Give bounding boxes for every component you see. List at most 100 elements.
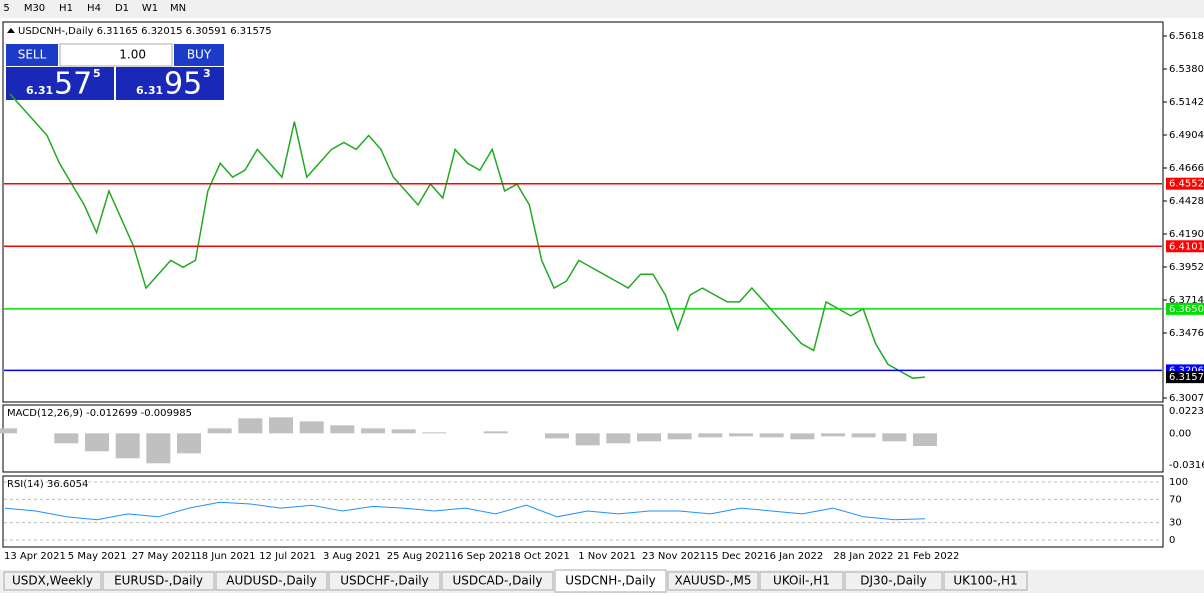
macd-tick-label: -0.03169 bbox=[1169, 460, 1204, 471]
date-label: 27 May 2021 bbox=[132, 551, 197, 562]
tab-label: UKOil-,H1 bbox=[773, 574, 830, 588]
tab-label: AUDUSD-,Daily bbox=[226, 574, 316, 588]
tab-label: USDCNH-,Daily bbox=[565, 574, 656, 588]
macd-bar bbox=[0, 428, 17, 434]
timeframe-button[interactable]: H1 bbox=[59, 3, 73, 14]
lot-input[interactable] bbox=[59, 43, 173, 67]
macd-label: MACD(12,26,9) -0.012699 -0.009985 bbox=[7, 408, 192, 419]
sell-label: SELL bbox=[18, 48, 47, 62]
tab[interactable] bbox=[844, 571, 943, 591]
level-tag bbox=[1166, 240, 1204, 253]
rsi-tick-label: 0 bbox=[1169, 535, 1175, 546]
ask-big: 6.31 bbox=[136, 84, 163, 97]
price-tick-label: 6.53800 bbox=[1169, 64, 1204, 75]
date-label: 23 Nov 2021 bbox=[642, 551, 706, 562]
macd-frame bbox=[2, 404, 1164, 473]
macd-bar bbox=[422, 432, 447, 434]
rsi-tick-label: 100 bbox=[1169, 477, 1188, 488]
rsi-line bbox=[4, 501, 926, 521]
tab-label: USDX,Weekly bbox=[12, 574, 93, 588]
tab[interactable] bbox=[102, 571, 215, 591]
tab-label: UK100-,H1 bbox=[953, 574, 1017, 588]
ask-pips: 95 bbox=[164, 67, 202, 102]
date-label: 3 Aug 2021 bbox=[323, 551, 381, 562]
timeframe-button[interactable]: W1 bbox=[142, 3, 158, 14]
current-tag bbox=[1166, 371, 1204, 384]
level-tag bbox=[1166, 177, 1204, 190]
buy-button[interactable] bbox=[174, 44, 224, 66]
date-label: 18 Jun 2021 bbox=[195, 551, 255, 562]
price-tick-label: 6.49040 bbox=[1169, 130, 1204, 141]
tab[interactable] bbox=[441, 571, 554, 591]
timeframe-button[interactable]: H4 bbox=[87, 3, 101, 14]
sell-button[interactable] bbox=[6, 44, 58, 66]
macd-tick-label: 0.02236 bbox=[1169, 406, 1204, 417]
macd-bar bbox=[821, 433, 845, 437]
rsi-tick-label: 30 bbox=[1169, 518, 1182, 529]
price-tick-label: 6.44280 bbox=[1169, 196, 1204, 207]
macd-bar bbox=[913, 433, 937, 447]
macd-bar bbox=[146, 433, 171, 464]
tab[interactable] bbox=[215, 571, 328, 591]
price-tick-label: 6.30070 bbox=[1169, 393, 1204, 404]
macd-bar bbox=[698, 433, 723, 438]
tab[interactable] bbox=[943, 571, 1028, 591]
macd-bar bbox=[851, 433, 876, 438]
macd-bar bbox=[667, 433, 692, 440]
buy-label: BUY bbox=[187, 48, 212, 62]
date-label: 12 Jul 2021 bbox=[259, 551, 316, 562]
date-label: 25 Aug 2021 bbox=[387, 551, 451, 562]
timeframe-button[interactable]: 5 bbox=[3, 3, 9, 14]
price-tick-label: 6.46660 bbox=[1169, 163, 1204, 174]
tab[interactable] bbox=[328, 571, 441, 591]
macd-bar bbox=[361, 428, 385, 434]
date-label: 5 May 2021 bbox=[68, 551, 127, 562]
date-label: 15 Dec 2021 bbox=[706, 551, 770, 562]
rsi-tick-label: 70 bbox=[1169, 494, 1182, 505]
lot-value: 1.00 bbox=[119, 48, 146, 62]
timeframe-button[interactable]: D1 bbox=[115, 3, 129, 14]
price-tick-label: 6.39520 bbox=[1169, 262, 1204, 273]
tab[interactable] bbox=[554, 569, 667, 593]
macd-bar bbox=[606, 433, 631, 444]
date-label: 6 Jan 2022 bbox=[770, 551, 824, 562]
collapse-icon bbox=[7, 28, 15, 33]
macd-bar bbox=[637, 433, 661, 442]
macd-bar bbox=[545, 433, 569, 439]
tab[interactable] bbox=[759, 571, 844, 591]
tab-label: DJ30-,Daily bbox=[860, 574, 927, 588]
bid-box[interactable] bbox=[6, 67, 114, 100]
macd-bar bbox=[85, 433, 109, 452]
timeframe-button[interactable]: M30 bbox=[24, 3, 45, 14]
chart-title: USDCNH-,Daily 6.31165 6.32015 6.30591 6.… bbox=[18, 26, 272, 37]
tab[interactable] bbox=[667, 571, 759, 591]
current-label: 6.31575 bbox=[1169, 372, 1204, 383]
macd-bar bbox=[790, 433, 815, 440]
tab-label: XAUUSD-,M5 bbox=[675, 574, 752, 588]
rsi-frame bbox=[2, 475, 1164, 548]
macd-bar bbox=[483, 431, 508, 434]
price-line bbox=[9, 93, 926, 379]
rsi-label: RSI(14) 36.6054 bbox=[7, 479, 88, 490]
timeframe-button[interactable]: MN bbox=[170, 3, 186, 14]
ask-box[interactable] bbox=[116, 67, 224, 100]
macd-bar bbox=[575, 433, 600, 446]
price-frame bbox=[2, 21, 1164, 403]
price-tick-label: 6.34760 bbox=[1169, 328, 1204, 339]
bid-frac: 5 bbox=[93, 67, 101, 80]
level-label: 6.36500 bbox=[1169, 304, 1204, 315]
date-label: 28 Jan 2022 bbox=[833, 551, 893, 562]
macd-bar bbox=[269, 417, 293, 434]
date-label: 16 Sep 2021 bbox=[451, 551, 514, 562]
macd-bar bbox=[882, 433, 907, 442]
macd-bar bbox=[391, 429, 416, 434]
level-tag bbox=[1166, 302, 1204, 315]
date-label: 21 Feb 2022 bbox=[897, 551, 959, 562]
toolbar bbox=[0, 0, 1204, 18]
tab[interactable] bbox=[3, 571, 102, 591]
date-label: 1 Nov 2021 bbox=[578, 551, 636, 562]
level-label: 6.32060 bbox=[1169, 365, 1204, 376]
level-label: 6.41013 bbox=[1169, 241, 1204, 252]
